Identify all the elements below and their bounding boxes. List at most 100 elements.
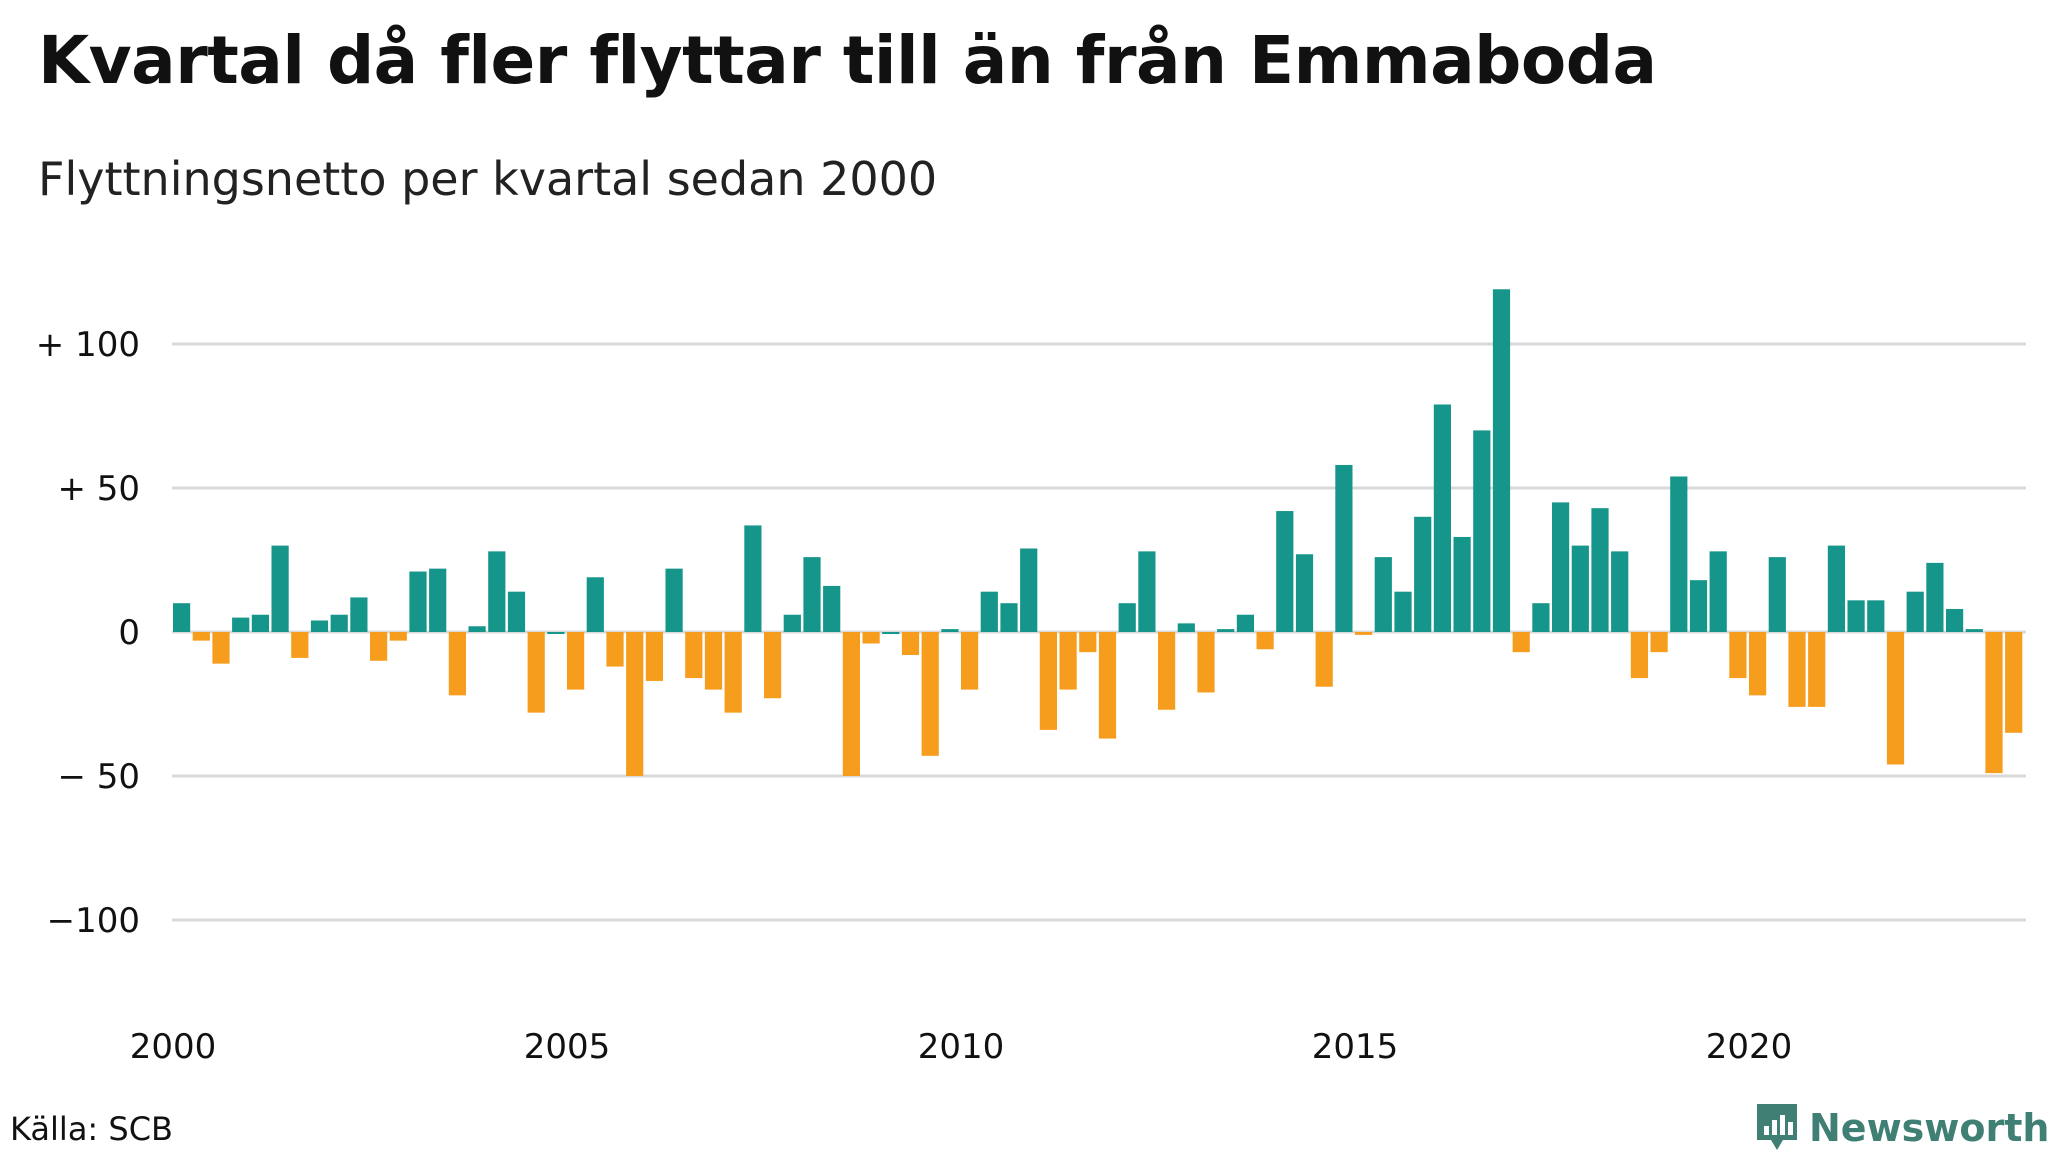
- bar: 2006 K3: -16: [685, 632, 703, 679]
- bar: 2018 K2: 28: [1611, 551, 1629, 632]
- bar: 2011 K1: -34: [1039, 632, 1057, 730]
- bar: 2008 K3: -50: [842, 632, 860, 776]
- bar: 2014 K4: 58: [1335, 464, 1353, 632]
- bar: 2001 K3: -9: [291, 632, 309, 658]
- bar: 2001 K4: 4: [310, 620, 329, 632]
- bar: 2019 K3: 28: [1709, 551, 1727, 632]
- bar: 2019 K2: 18: [1689, 580, 1708, 632]
- bar: 2005 K1: -20: [567, 632, 585, 690]
- bars: 2000 K1: 102000 K2: -32000 K3: -112000 K…: [173, 289, 2023, 776]
- bar: 2004 K4: 0: [547, 632, 565, 634]
- bar: 2007 K2: 37: [744, 525, 762, 632]
- bar: 2022 K1: 14: [1906, 591, 1924, 632]
- chart-bubble-icon: [1757, 1104, 1797, 1150]
- x-axis-ticks: 2000 2005 2010 2015 2020: [130, 1027, 1793, 1067]
- x-tick-label: 2005: [524, 1027, 611, 1067]
- bar: 2013 K1: -21: [1197, 632, 1215, 693]
- bar: 2003 K3: -22: [448, 632, 466, 696]
- bar: 2011 K4: -37: [1098, 632, 1117, 739]
- bar: 2008 K4: -4: [862, 632, 880, 644]
- bar: 2010 K2: 14: [980, 591, 998, 632]
- bar: 2000 K2: -3: [192, 632, 210, 641]
- bar: 2021 K1: 30: [1827, 545, 1845, 632]
- bar: 2018 K1: 43: [1591, 508, 1609, 632]
- bar: 2000 K1: 10: [173, 603, 191, 632]
- bar: 2020 K1: -22: [1749, 632, 1767, 696]
- bar: 2006 K4: -20: [704, 632, 723, 690]
- bar: 2020 K4: -26: [1808, 632, 1826, 707]
- bar: 2022 K2: 24: [1926, 562, 1944, 632]
- bar: 2019 K1: 54: [1670, 476, 1688, 632]
- bar: 2009 K2: -8: [901, 632, 920, 656]
- bar: 2004 K3: -28: [527, 632, 545, 713]
- bar: 2006 K2: 22: [665, 568, 683, 632]
- y-axis-ticks: + 100 + 50 0 − 50 −100: [36, 325, 140, 941]
- y-tick-label: −100: [47, 901, 140, 941]
- bar: 2008 K2: 16: [823, 585, 841, 632]
- bar: 2005 K3: -12: [606, 632, 624, 667]
- bar: 2012 K3: -27: [1158, 632, 1176, 710]
- bar: 2021 K3: 11: [1867, 600, 1885, 632]
- bar: 2002 K4: -3: [389, 632, 407, 641]
- bar: 2005 K4: -50: [626, 632, 644, 776]
- bar: 2000 K3: -11: [212, 632, 230, 664]
- bar: 2010 K1: -20: [961, 632, 979, 690]
- bar: 2018 K3: -16: [1630, 632, 1648, 679]
- bar: 2009 K4: 1: [941, 629, 959, 632]
- bar: 2016 K4: 119: [1492, 289, 1511, 632]
- y-tick-label: 0: [118, 613, 140, 653]
- bar: 2022 K4: 1: [1965, 629, 1983, 632]
- bar: 2010 K4: 29: [1020, 548, 1038, 632]
- bar: 2018 K4: -7: [1650, 632, 1668, 653]
- bar: 2002 K1: 6: [330, 614, 348, 632]
- bar: 2007 K1: -28: [724, 632, 742, 713]
- x-tick-label: 2020: [1706, 1027, 1793, 1067]
- bar: 2014 K1: 42: [1276, 511, 1294, 632]
- bar: 2023 K2: -35: [2005, 632, 2023, 733]
- bar: 2007 K4: 6: [783, 614, 801, 632]
- chart-title: Kvartal då fler flyttar till än från Emm…: [38, 22, 1657, 99]
- y-tick-label: − 50: [57, 757, 140, 797]
- bar: 2016 K3: 70: [1473, 430, 1491, 632]
- bar: 2004 K2: 14: [507, 591, 526, 632]
- bar-chart: 2000 K1: 102000 K2: -32000 K3: -112000 K…: [36, 289, 2026, 1067]
- x-tick-label: 2010: [918, 1027, 1005, 1067]
- bar: 2023 K1: -49: [1985, 632, 2003, 774]
- bar: 2012 K1: 10: [1118, 603, 1136, 632]
- chart-subtitle: Flyttningsnetto per kvartal sedan 2000: [38, 152, 938, 206]
- bar: 2015 K2: 26: [1374, 557, 1392, 632]
- bar: 2003 K4: 2: [468, 626, 486, 632]
- bar: 2012 K2: 28: [1138, 551, 1156, 632]
- bar: 2020 K3: -26: [1788, 632, 1806, 707]
- bar: 2021 K2: 11: [1847, 600, 1865, 632]
- bar: 2010 K3: 10: [1000, 603, 1018, 632]
- bar: 2020 K2: 26: [1768, 557, 1786, 632]
- bar: 2002 K2: 12: [350, 597, 368, 632]
- y-tick-label: + 50: [57, 469, 140, 509]
- bar: 2003 K2: 22: [429, 568, 447, 632]
- bar: 2007 K3: -23: [764, 632, 782, 699]
- bar: 2013 K3: 6: [1236, 614, 1254, 632]
- bar: 2002 K3: -10: [370, 632, 388, 661]
- bar: 2017 K3: 45: [1552, 502, 1570, 632]
- bar: 2011 K3: -7: [1079, 632, 1097, 653]
- x-tick-label: 2000: [130, 1027, 217, 1067]
- bar: 2019 K4: -16: [1729, 632, 1747, 679]
- bar: 2014 K3: -19: [1315, 632, 1333, 687]
- bar: 2015 K1: -1: [1355, 632, 1373, 635]
- bar: 2014 K2: 27: [1295, 554, 1314, 632]
- bar: 2009 K3: -43: [921, 632, 939, 756]
- bar: 2003 K1: 21: [409, 571, 427, 632]
- bar: 2006 K1: -17: [645, 632, 663, 681]
- bar: 2013 K4: -6: [1256, 632, 1274, 650]
- bar: 2012 K4: 3: [1177, 623, 1195, 632]
- bar: 2022 K3: 8: [1946, 608, 1964, 632]
- bar: 2015 K4: 40: [1414, 516, 1432, 632]
- newsworthy-logo: Newsworthy: [1753, 1100, 2048, 1156]
- bar: 2021 K4: -46: [1886, 632, 1905, 765]
- bar: 2017 K1: -7: [1512, 632, 1530, 653]
- bar: 2009 K1: 0: [882, 632, 900, 634]
- bar: 2008 K1: 26: [803, 557, 821, 632]
- bar: 2016 K2: 33: [1453, 536, 1471, 632]
- bar: 2015 K3: 14: [1394, 591, 1412, 632]
